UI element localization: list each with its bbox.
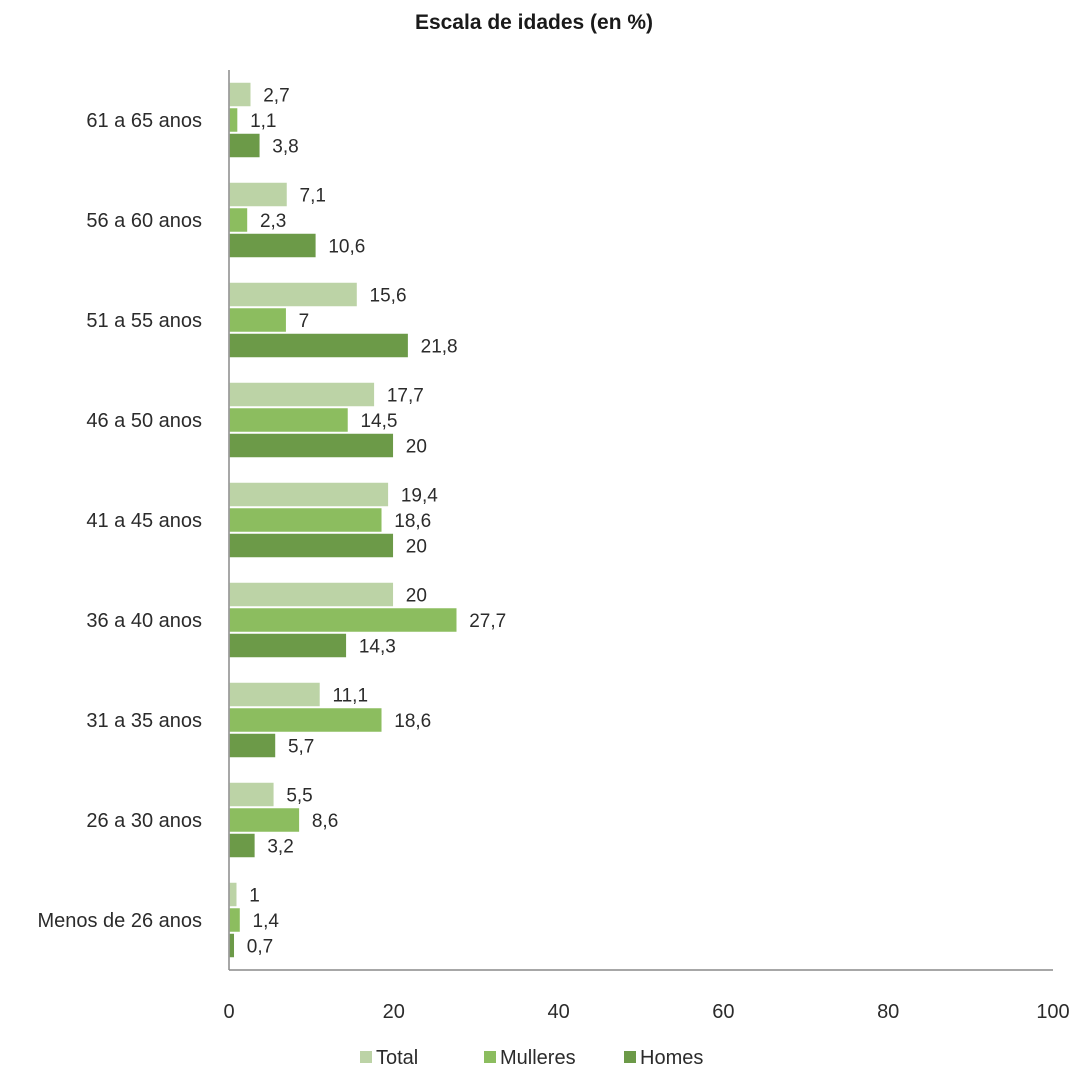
bar-total-1 — [228, 181, 289, 208]
data-label-total-4: 19,4 — [401, 486, 438, 507]
bar-total-7 — [228, 781, 276, 808]
x-tick-label: 100 — [1036, 1001, 1069, 1023]
bar-mulleres-0 — [228, 106, 239, 134]
data-label-homes-4: 20 — [406, 537, 427, 558]
data-label-total-6: 11,1 — [332, 686, 368, 707]
bar-homes-1 — [228, 232, 318, 259]
category-label: 51 a 55 anos — [86, 310, 202, 332]
bar-homes-7 — [228, 832, 257, 859]
data-label-total-7: 5,5 — [286, 786, 312, 807]
bar-mulleres-1 — [228, 206, 249, 234]
data-label-homes-1: 10,6 — [328, 237, 365, 258]
data-label-mulleres-8: 1,4 — [253, 911, 280, 932]
category-label: 46 a 50 anos — [86, 410, 202, 432]
data-label-mulleres-4: 18,6 — [394, 511, 431, 532]
bar-homes-8 — [228, 932, 236, 959]
data-label-mulleres-2: 7 — [299, 311, 310, 332]
category-labels: 61 a 65 anos 56 a 60 anos 51 a 55 anos 46 a… — [37, 110, 202, 932]
data-label-total-0: 2,7 — [263, 86, 289, 107]
bar-total-6 — [228, 681, 322, 708]
bar-mulleres-3 — [228, 406, 350, 434]
data-label-total-1: 7,1 — [300, 186, 326, 207]
category-label: 56 a 60 anos — [86, 210, 202, 232]
data-label-total-8: 1 — [249, 886, 260, 907]
bar-mulleres-2 — [228, 306, 288, 334]
bar-mulleres-4 — [228, 506, 384, 534]
bar-homes-0 — [228, 132, 262, 159]
bar-mulleres-5 — [228, 606, 458, 634]
bar-total-0 — [228, 81, 252, 108]
x-tick-label: 40 — [547, 1001, 569, 1023]
legend-swatch-total — [360, 1051, 372, 1063]
bar-homes-5 — [228, 632, 348, 659]
bar-total-5 — [228, 581, 395, 608]
category-label: 26 a 30 anos — [86, 810, 202, 832]
bar-total-2 — [228, 281, 359, 308]
data-label-homes-7: 3,2 — [267, 837, 293, 858]
chart-title: Escala de idades (en %) — [415, 11, 653, 34]
data-label-mulleres-5: 27,7 — [469, 611, 506, 632]
data-label-total-5: 20 — [406, 586, 427, 607]
legend-swatch-homes — [624, 1051, 636, 1063]
data-label-mulleres-7: 8,6 — [312, 811, 338, 832]
bar-total-8 — [228, 881, 238, 908]
data-label-mulleres-3: 14,5 — [360, 411, 397, 432]
legend-label-total: Total — [376, 1047, 418, 1069]
legend: Total Mulleres Homes — [360, 1047, 703, 1069]
bar-homes-2 — [228, 332, 410, 359]
data-label-total-3: 17,7 — [387, 386, 424, 407]
data-label-homes-8: 0,7 — [247, 937, 273, 958]
data-label-homes-3: 20 — [406, 437, 427, 458]
x-tick-label: 60 — [712, 1001, 734, 1023]
bar-homes-4 — [228, 532, 395, 559]
x-tick-label: 20 — [383, 1001, 405, 1023]
category-label: 41 a 45 anos — [86, 510, 202, 532]
data-label-mulleres-0: 1,1 — [250, 111, 276, 132]
bar-total-3 — [228, 381, 376, 408]
category-label: Menos de 26 anos — [37, 910, 202, 932]
data-label-mulleres-6: 18,6 — [394, 711, 431, 732]
bar-mulleres-7 — [228, 806, 301, 834]
category-label: 31 a 35 anos — [86, 710, 202, 732]
data-labels: 2,7 1,1 3,8 7,1 2,3 10,6 15,6 7 21,8 17,7 14,5 20 19… — [247, 86, 506, 958]
data-label-homes-6: 5,7 — [288, 737, 314, 758]
data-label-mulleres-1: 2,3 — [260, 211, 286, 232]
legend-label-homes: Homes — [640, 1047, 703, 1069]
bar-mulleres-6 — [228, 706, 384, 734]
bar-mulleres-8 — [228, 906, 242, 934]
data-label-homes-2: 21,8 — [421, 337, 458, 358]
category-label: 36 a 40 anos — [86, 610, 202, 632]
x-tick-label: 80 — [877, 1001, 899, 1023]
category-label: 61 a 65 anos — [86, 110, 202, 132]
legend-label-mulleres: Mulleres — [500, 1047, 576, 1069]
bar-total-4 — [228, 481, 390, 508]
x-tick-label: 0 — [223, 1001, 234, 1023]
legend-swatch-mulleres — [484, 1051, 496, 1063]
data-label-total-2: 15,6 — [370, 286, 407, 307]
x-tick-labels: 0 20 40 60 80 100 — [223, 1001, 1069, 1023]
bar-homes-3 — [228, 432, 395, 459]
data-label-homes-0: 3,8 — [272, 137, 298, 158]
bars-group — [228, 81, 458, 959]
data-label-homes-5: 14,3 — [359, 637, 396, 658]
bar-homes-6 — [228, 732, 277, 759]
